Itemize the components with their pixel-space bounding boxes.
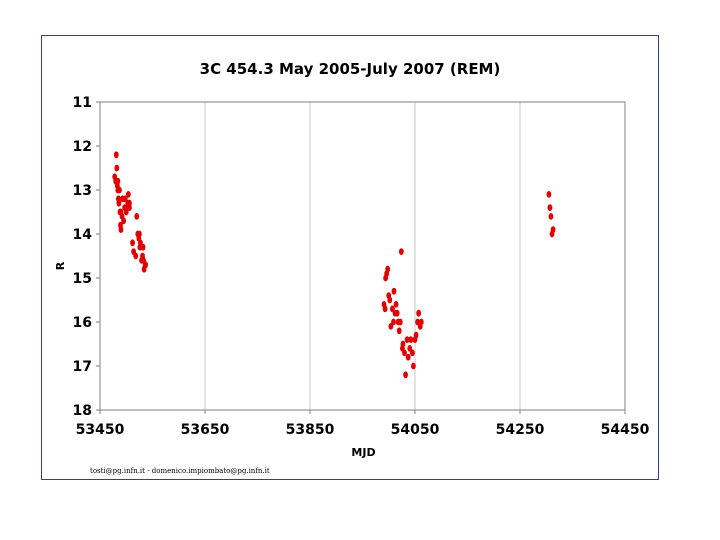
- data-point: [116, 199, 122, 207]
- data-point: [404, 336, 410, 343]
- data-point: [127, 199, 132, 207]
- data-point: [418, 318, 424, 326]
- data-point: [382, 305, 388, 313]
- y-tick-label-11: 11: [73, 95, 92, 111]
- data-point: [546, 191, 552, 198]
- x-tick-label-53850: 53850: [286, 422, 335, 438]
- x-tick-label-54450: 54450: [601, 422, 650, 438]
- data-point: [397, 318, 403, 326]
- data-point: [130, 239, 135, 247]
- data-point: [400, 340, 406, 348]
- data-point: [405, 353, 411, 361]
- data-point: [114, 164, 120, 172]
- data-point: [391, 318, 396, 326]
- data-point: [416, 309, 422, 317]
- data-point: [409, 349, 415, 357]
- data-point: [413, 331, 419, 339]
- x-tick-label-54050: 54050: [391, 422, 440, 438]
- chart-frame: 3C 454.3 May 2005-July 2007 (REM) 11 12 13…: [41, 35, 659, 480]
- data-point: [136, 230, 142, 238]
- data-point: [393, 301, 399, 308]
- x-tick-label-53650: 53650: [181, 422, 230, 438]
- x-tick-label-53450: 53450: [76, 422, 125, 438]
- data-point: [117, 186, 122, 194]
- scatter-chart: 11 12 13 14 15 16 17 18 53450 53650 53850 54050 5425…: [54, 95, 650, 459]
- y-tick-label-15: 15: [73, 271, 92, 287]
- data-point: [121, 217, 127, 225]
- data-point: [391, 287, 397, 295]
- data-point: [547, 204, 553, 212]
- plot-area: [99, 101, 626, 411]
- y-tick-label-13: 13: [73, 183, 92, 199]
- data-point: [550, 226, 556, 234]
- data-point: [408, 336, 414, 343]
- data-point: [115, 177, 121, 185]
- y-tick-label-12: 12: [73, 139, 92, 155]
- y-tick-label-14: 14: [73, 227, 93, 243]
- data-point: [411, 362, 416, 370]
- y-tick-label-17: 17: [73, 359, 92, 375]
- y-axis-label: R: [54, 261, 67, 270]
- data-point: [402, 349, 407, 357]
- data-point: [133, 252, 139, 260]
- data-point: [134, 213, 140, 220]
- data-point: [385, 265, 391, 273]
- x-tick-label-54250: 54250: [496, 422, 545, 438]
- data-point: [113, 151, 119, 159]
- data-point: [118, 226, 124, 234]
- data-point: [387, 296, 393, 304]
- chart-title: 3C 454.3 May 2005-July 2007 (REM): [199, 60, 501, 78]
- data-point: [403, 371, 408, 379]
- data-point: [394, 309, 400, 317]
- data-point: [143, 261, 149, 269]
- data-point: [125, 191, 131, 198]
- data-point: [140, 243, 146, 251]
- y-tick-label-16: 16: [73, 315, 92, 331]
- credit-text: tosti@pg.infn.it - domenico.impiombato@p…: [90, 467, 270, 475]
- data-point: [398, 248, 404, 256]
- data-point: [396, 327, 402, 335]
- y-tick-label-18: 18: [73, 403, 92, 419]
- x-axis-label: MJD: [351, 446, 375, 459]
- data-point: [548, 213, 554, 220]
